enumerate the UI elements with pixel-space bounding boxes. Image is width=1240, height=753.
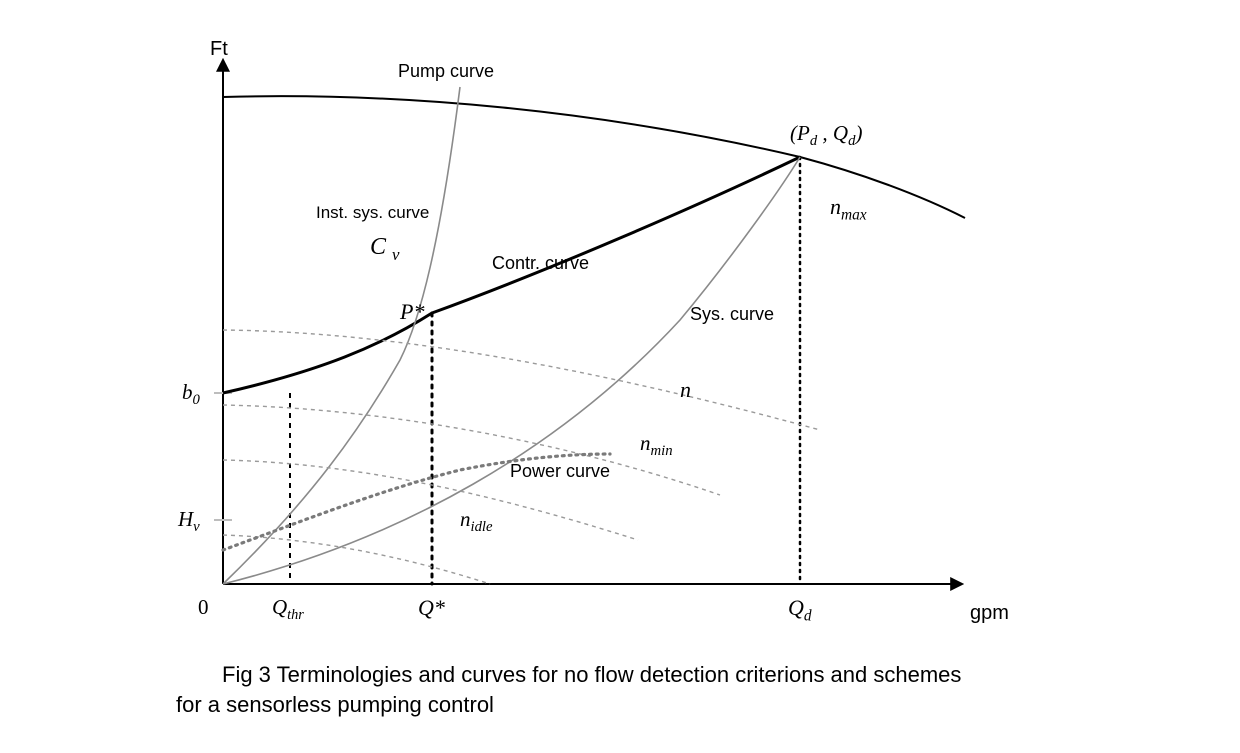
curve-nmax	[223, 330, 820, 430]
caption-line2: for a sensorless pumping control	[176, 692, 494, 717]
label-power-curve: Power curve	[510, 462, 610, 482]
y-axis-label: Ft	[210, 38, 228, 60]
figure-caption: Fig 3 Terminologies and curves for no fl…	[176, 660, 1076, 719]
label-sys-curve: Sys. curve	[690, 305, 774, 325]
xtick-label-Qstar: Q*	[418, 596, 445, 620]
ytick-label-b0: b0	[182, 381, 200, 408]
curve-nidle	[223, 535, 490, 584]
label-inst-sys-curve: Inst. sys. curve	[316, 204, 429, 223]
xtick-label-Qthr: Qthr	[272, 596, 304, 624]
label-nmax: nmax	[830, 195, 867, 224]
ytick-label-Hv: Hv	[178, 508, 200, 535]
caption-line1: Fig 3 Terminologies and curves for no fl…	[222, 662, 961, 687]
origin-label: 0	[198, 596, 209, 619]
curve-contr	[223, 157, 800, 393]
label-contr-curve: Contr. curve	[492, 254, 589, 274]
label-PdQd: (Pd , Qd)	[790, 122, 862, 149]
plot-svg	[0, 0, 1240, 753]
figure-canvas: Ft gpm 0 b0 Hv Qthr Q* Qd Pump curve Ins…	[0, 0, 1240, 753]
label-n: n	[680, 378, 691, 402]
label-nmin: nmin	[640, 432, 673, 459]
label-nidle: nidle	[460, 508, 493, 535]
label-Cv: C v	[370, 234, 399, 264]
label-pump-curve: Pump curve	[398, 62, 494, 82]
x-axis-label: gpm	[970, 602, 1009, 624]
xtick-label-Qd: Qd	[788, 596, 812, 625]
label-Pstar: P*	[400, 300, 424, 324]
